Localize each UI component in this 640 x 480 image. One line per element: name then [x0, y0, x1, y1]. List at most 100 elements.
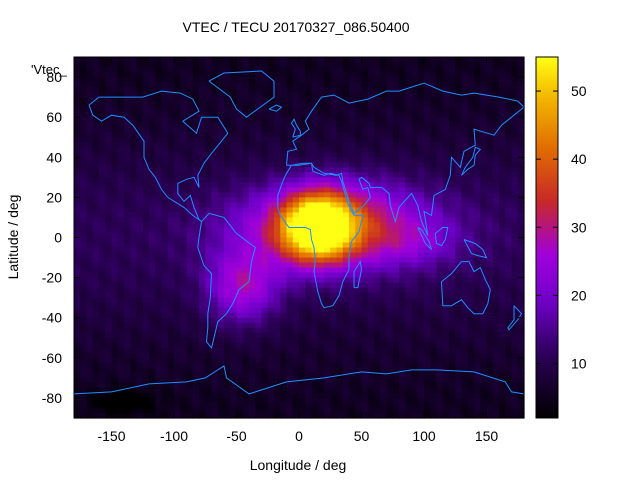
heatmap-cell: [124, 252, 131, 259]
heatmap-cell: [199, 167, 206, 173]
heatmap-cell: [224, 87, 231, 93]
heatmap-cell: [449, 342, 456, 349]
heatmap-cell: [417, 147, 425, 153]
heatmap-cell: [242, 197, 250, 203]
heatmap-cell: [399, 212, 406, 219]
heatmap-cell: [436, 187, 444, 193]
heatmap-cell: [267, 92, 275, 98]
heatmap-cell: [411, 267, 419, 274]
heatmap-cell: [86, 62, 94, 68]
heatmap-cell: [224, 397, 231, 404]
heatmap-cell: [461, 132, 469, 138]
heatmap-cell: [424, 87, 431, 93]
heatmap-cell: [405, 242, 413, 249]
heatmap-cell: [317, 397, 325, 404]
heatmap-cell: [405, 172, 413, 178]
heatmap-cell: [267, 272, 275, 279]
heatmap-cell: [92, 267, 100, 274]
heatmap-cell: [242, 222, 250, 229]
heatmap-cell: [349, 327, 356, 334]
heatmap-cell: [336, 267, 344, 274]
heatmap-cell: [417, 142, 425, 148]
heatmap-cell: [174, 267, 181, 274]
heatmap-cell: [292, 382, 300, 389]
heatmap-cell: [92, 197, 100, 203]
heatmap-cell: [455, 132, 463, 138]
heatmap-cell: [99, 72, 106, 78]
heatmap-cell: [386, 282, 394, 289]
heatmap-cell: [286, 77, 294, 83]
heatmap-cell: [430, 202, 438, 209]
heatmap-cell: [511, 217, 519, 224]
heatmap-cell: [336, 397, 344, 404]
heatmap-cell: [461, 297, 469, 304]
heatmap-cell: [417, 112, 425, 118]
heatmap-cell: [211, 312, 219, 319]
heatmap-cell: [336, 77, 344, 83]
heatmap-cell: [292, 92, 300, 98]
heatmap-cell: [436, 342, 444, 349]
heatmap-cell: [124, 402, 131, 409]
heatmap-cell: [149, 342, 156, 349]
heatmap-cell: [405, 397, 413, 404]
heatmap-cell: [311, 197, 319, 203]
heatmap-cell: [305, 167, 313, 173]
heatmap-cell: [211, 137, 219, 143]
heatmap-cell: [442, 202, 450, 209]
heatmap-cell: [105, 357, 113, 364]
heatmap-cell: [330, 197, 338, 203]
heatmap-cell: [167, 277, 175, 284]
heatmap-cell: [442, 182, 450, 188]
heatmap-cell: [236, 92, 244, 98]
heatmap-cell: [224, 137, 231, 143]
heatmap-cell: [74, 342, 81, 349]
heatmap-cell: [486, 102, 494, 108]
heatmap-cell: [367, 362, 375, 369]
heatmap-cell: [436, 322, 444, 329]
heatmap-cell: [430, 277, 438, 284]
heatmap-cell: [392, 82, 400, 88]
heatmap-cell: [480, 77, 488, 83]
heatmap-cell: [436, 377, 444, 384]
heatmap-cell: [105, 282, 113, 289]
heatmap-cell: [136, 367, 144, 374]
heatmap-cell: [274, 387, 281, 394]
heatmap-cell: [199, 362, 206, 369]
heatmap-cell: [430, 357, 438, 364]
heatmap-cell: [117, 72, 125, 78]
heatmap-cell: [86, 197, 94, 203]
heatmap-cell: [242, 187, 250, 193]
heatmap-cell: [330, 292, 338, 299]
heatmap-cell: [405, 157, 413, 163]
heatmap-cell: [324, 77, 331, 83]
heatmap-cell: [424, 377, 431, 384]
heatmap-cell: [117, 137, 125, 143]
heatmap-cell: [517, 157, 525, 163]
heatmap-cell: [486, 157, 494, 163]
heatmap-cell: [411, 242, 419, 249]
heatmap-cell: [342, 177, 350, 183]
heatmap-cell: [436, 202, 444, 209]
heatmap-cell: [436, 327, 444, 334]
heatmap-cell: [342, 92, 350, 98]
heatmap-cell: [492, 282, 500, 289]
heatmap-cell: [480, 67, 488, 73]
heatmap-cell: [411, 332, 419, 339]
heatmap-cell: [205, 132, 213, 138]
heatmap-cell: [105, 342, 113, 349]
heatmap-cell: [292, 177, 300, 183]
heatmap-cell: [505, 167, 513, 173]
heatmap-cell: [111, 312, 119, 319]
heatmap-cell: [267, 312, 275, 319]
heatmap-cell: [386, 112, 394, 118]
heatmap-cell: [155, 152, 163, 158]
heatmap-cell: [99, 127, 106, 133]
heatmap-cell: [292, 322, 300, 329]
heatmap-cell: [80, 152, 88, 158]
heatmap-cell: [74, 272, 81, 279]
heatmap-cell: [192, 352, 200, 359]
heatmap-cell: [436, 107, 444, 113]
heatmap-cell: [286, 262, 294, 269]
heatmap-cell: [374, 152, 381, 158]
heatmap-cell: [467, 192, 475, 198]
